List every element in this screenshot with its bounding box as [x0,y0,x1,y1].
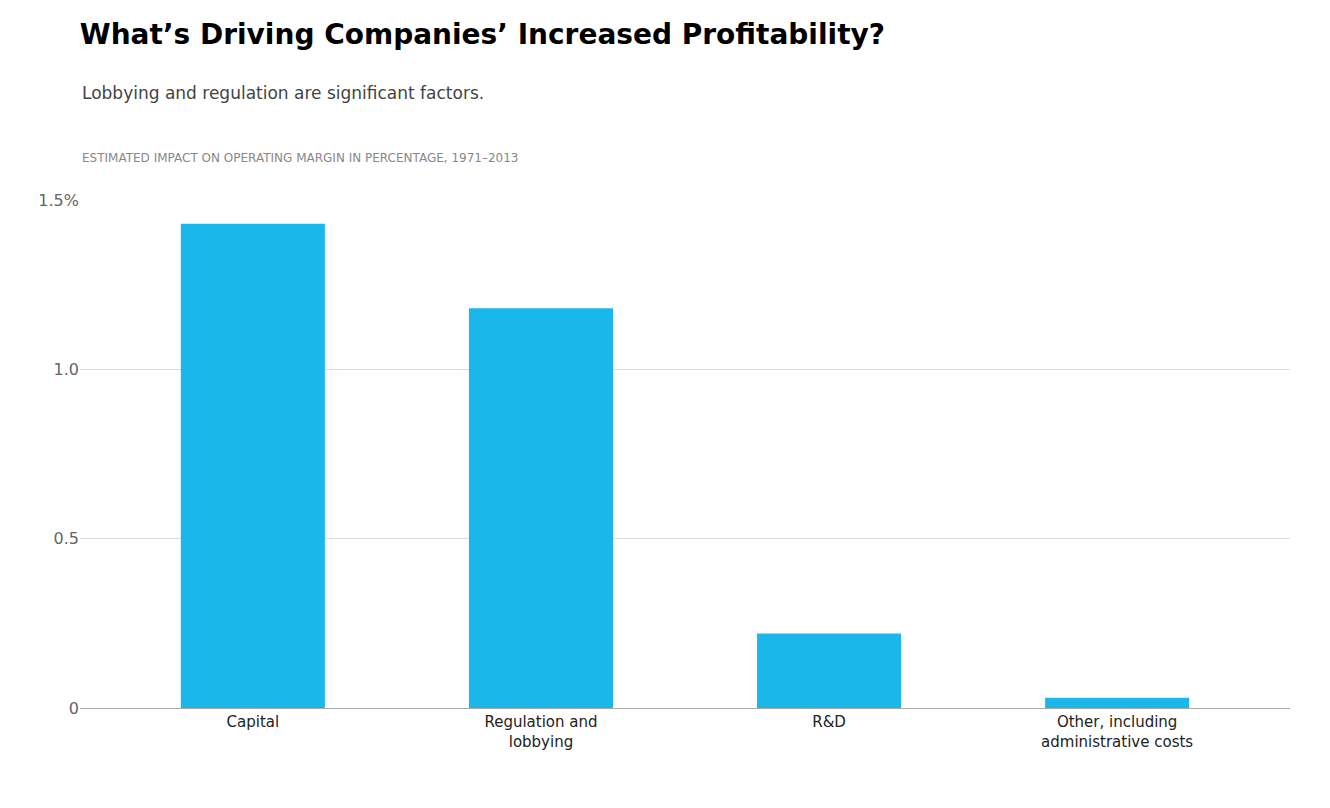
svg-text:Lobbying and regulation are si: Lobbying and regulation are significant … [82,83,484,103]
svg-text:Capital: Capital [227,713,280,731]
svg-text:R&D: R&D [812,713,846,731]
svg-text:1.5%: 1.5% [38,191,79,210]
svg-text:What’s Driving Companies’ Incr: What’s Driving Companies’ Increased Prof… [80,18,885,51]
svg-text:Other, includingadministrative: Other, includingadministrative costs [1041,713,1193,751]
svg-text:0: 0 [69,699,79,718]
svg-text:ESTIMATED IMPACT ON OPERATING: ESTIMATED IMPACT ON OPERATING MARGIN IN … [82,151,518,165]
svg-text:1.0: 1.0 [54,360,79,379]
svg-text:Regulation andlobbying: Regulation andlobbying [484,713,597,751]
svg-text:0.5: 0.5 [54,529,79,548]
